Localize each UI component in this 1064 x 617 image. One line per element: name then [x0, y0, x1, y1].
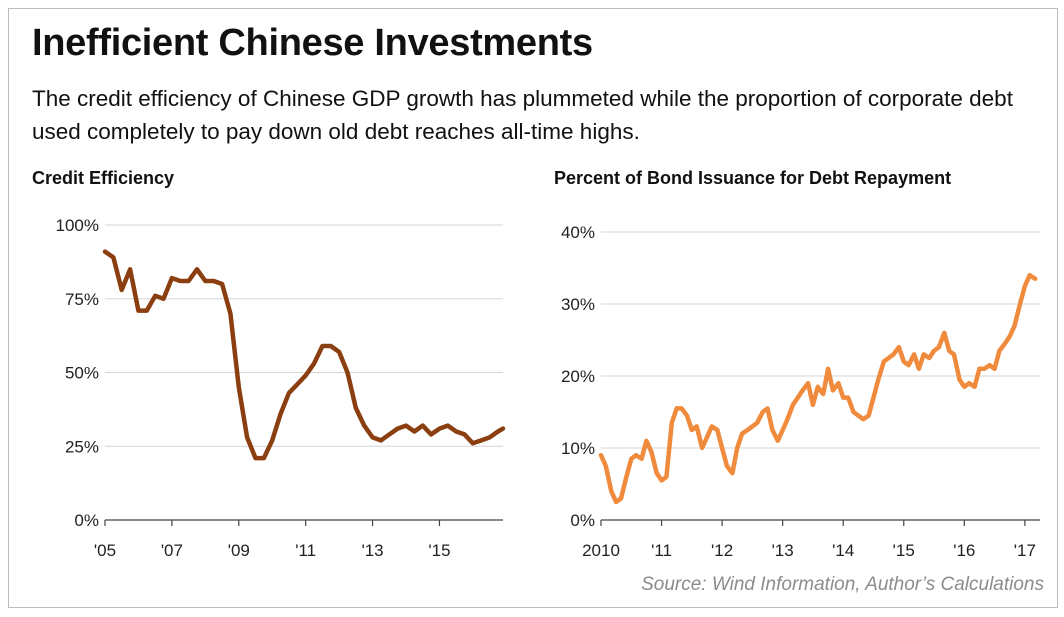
bond-repayment-x-tick-label: '11	[651, 541, 672, 560]
credit-efficiency-x-tick-label: '15	[428, 541, 450, 560]
bond-repayment-series-line	[598, 272, 1038, 505]
credit-efficiency-y-tick-label: 75%	[65, 290, 99, 309]
bond-repayment-x-tick-label: 2010	[582, 541, 620, 560]
credit-efficiency-y-tick-label: 0%	[74, 511, 99, 530]
credit-efficiency-x-tick-label: '07	[161, 541, 183, 560]
bond-repayment-y-tick-label: 30%	[561, 295, 595, 314]
credit-efficiency-y-tick-label: 50%	[65, 364, 99, 383]
credit-efficiency-series-line	[102, 249, 506, 461]
source-note: Source: Wind Information, Author’s Calcu…	[641, 574, 1044, 595]
bond-repayment-x-tick-label: '14	[832, 541, 854, 560]
bond-repayment-x-tick-label: '13	[772, 541, 794, 560]
credit-efficiency-x-tick-label: '09	[228, 541, 250, 560]
bond-repayment-y-tick-label: 0%	[570, 511, 595, 530]
bond-repayment-y-tick-label: 40%	[561, 223, 595, 242]
credit-efficiency-y-tick-label: 100%	[56, 216, 99, 235]
bond-repayment-x-tick-label: '17	[1014, 541, 1036, 560]
left-chart-title: Credit Efficiency	[32, 168, 175, 188]
credit-efficiency-x-tick-label: '05	[94, 541, 116, 560]
credit-efficiency-x-tick-label: '13	[361, 541, 383, 560]
bond-repayment-y-tick-label: 20%	[561, 367, 595, 386]
credit-efficiency-y-tick-label: 25%	[65, 437, 99, 456]
bond-repayment-y-tick-label: 10%	[561, 439, 595, 458]
bond-repayment-x-tick-label: '12	[711, 541, 733, 560]
page-subtitle: The credit efficiency of Chinese GDP gro…	[32, 86, 1013, 144]
bond-repayment-x-tick-label: '16	[953, 541, 975, 560]
credit-efficiency-x-tick-label: '11	[295, 541, 316, 560]
bond-repayment-x-tick-label: '15	[893, 541, 915, 560]
right-chart-title: Percent of Bond Issuance for Debt Repaym…	[554, 168, 952, 188]
page-title: Inefficient Chinese Investments	[32, 22, 593, 64]
figure-frame	[8, 8, 1058, 608]
